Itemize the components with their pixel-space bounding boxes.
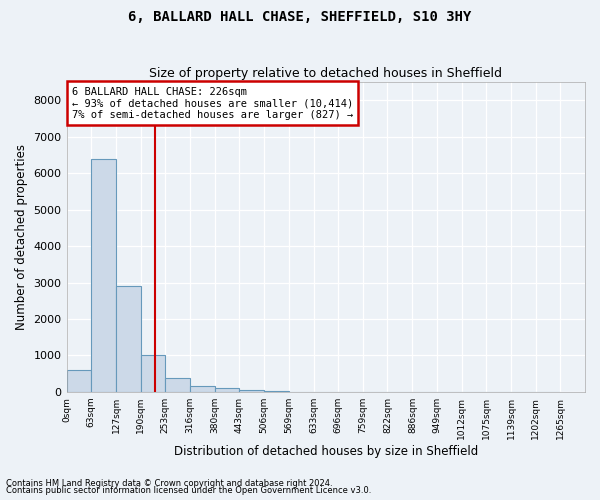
Bar	[91, 158, 116, 392]
Bar	[166, 378, 190, 392]
Text: Contains HM Land Registry data © Crown copyright and database right 2024.: Contains HM Land Registry data © Crown c…	[6, 478, 332, 488]
Text: 6, BALLARD HALL CHASE, SHEFFIELD, S10 3HY: 6, BALLARD HALL CHASE, SHEFFIELD, S10 3H…	[128, 10, 472, 24]
Bar	[116, 286, 141, 392]
Bar	[190, 386, 215, 392]
Bar	[215, 388, 239, 392]
Bar	[264, 391, 289, 392]
Bar	[239, 390, 264, 392]
Text: Contains public sector information licensed under the Open Government Licence v3: Contains public sector information licen…	[6, 486, 371, 495]
X-axis label: Distribution of detached houses by size in Sheffield: Distribution of detached houses by size …	[173, 444, 478, 458]
Title: Size of property relative to detached houses in Sheffield: Size of property relative to detached ho…	[149, 66, 502, 80]
Bar	[141, 356, 166, 392]
Text: 6 BALLARD HALL CHASE: 226sqm
← 93% of detached houses are smaller (10,414)
7% of: 6 BALLARD HALL CHASE: 226sqm ← 93% of de…	[72, 86, 353, 120]
Bar	[67, 370, 91, 392]
Y-axis label: Number of detached properties: Number of detached properties	[15, 144, 28, 330]
